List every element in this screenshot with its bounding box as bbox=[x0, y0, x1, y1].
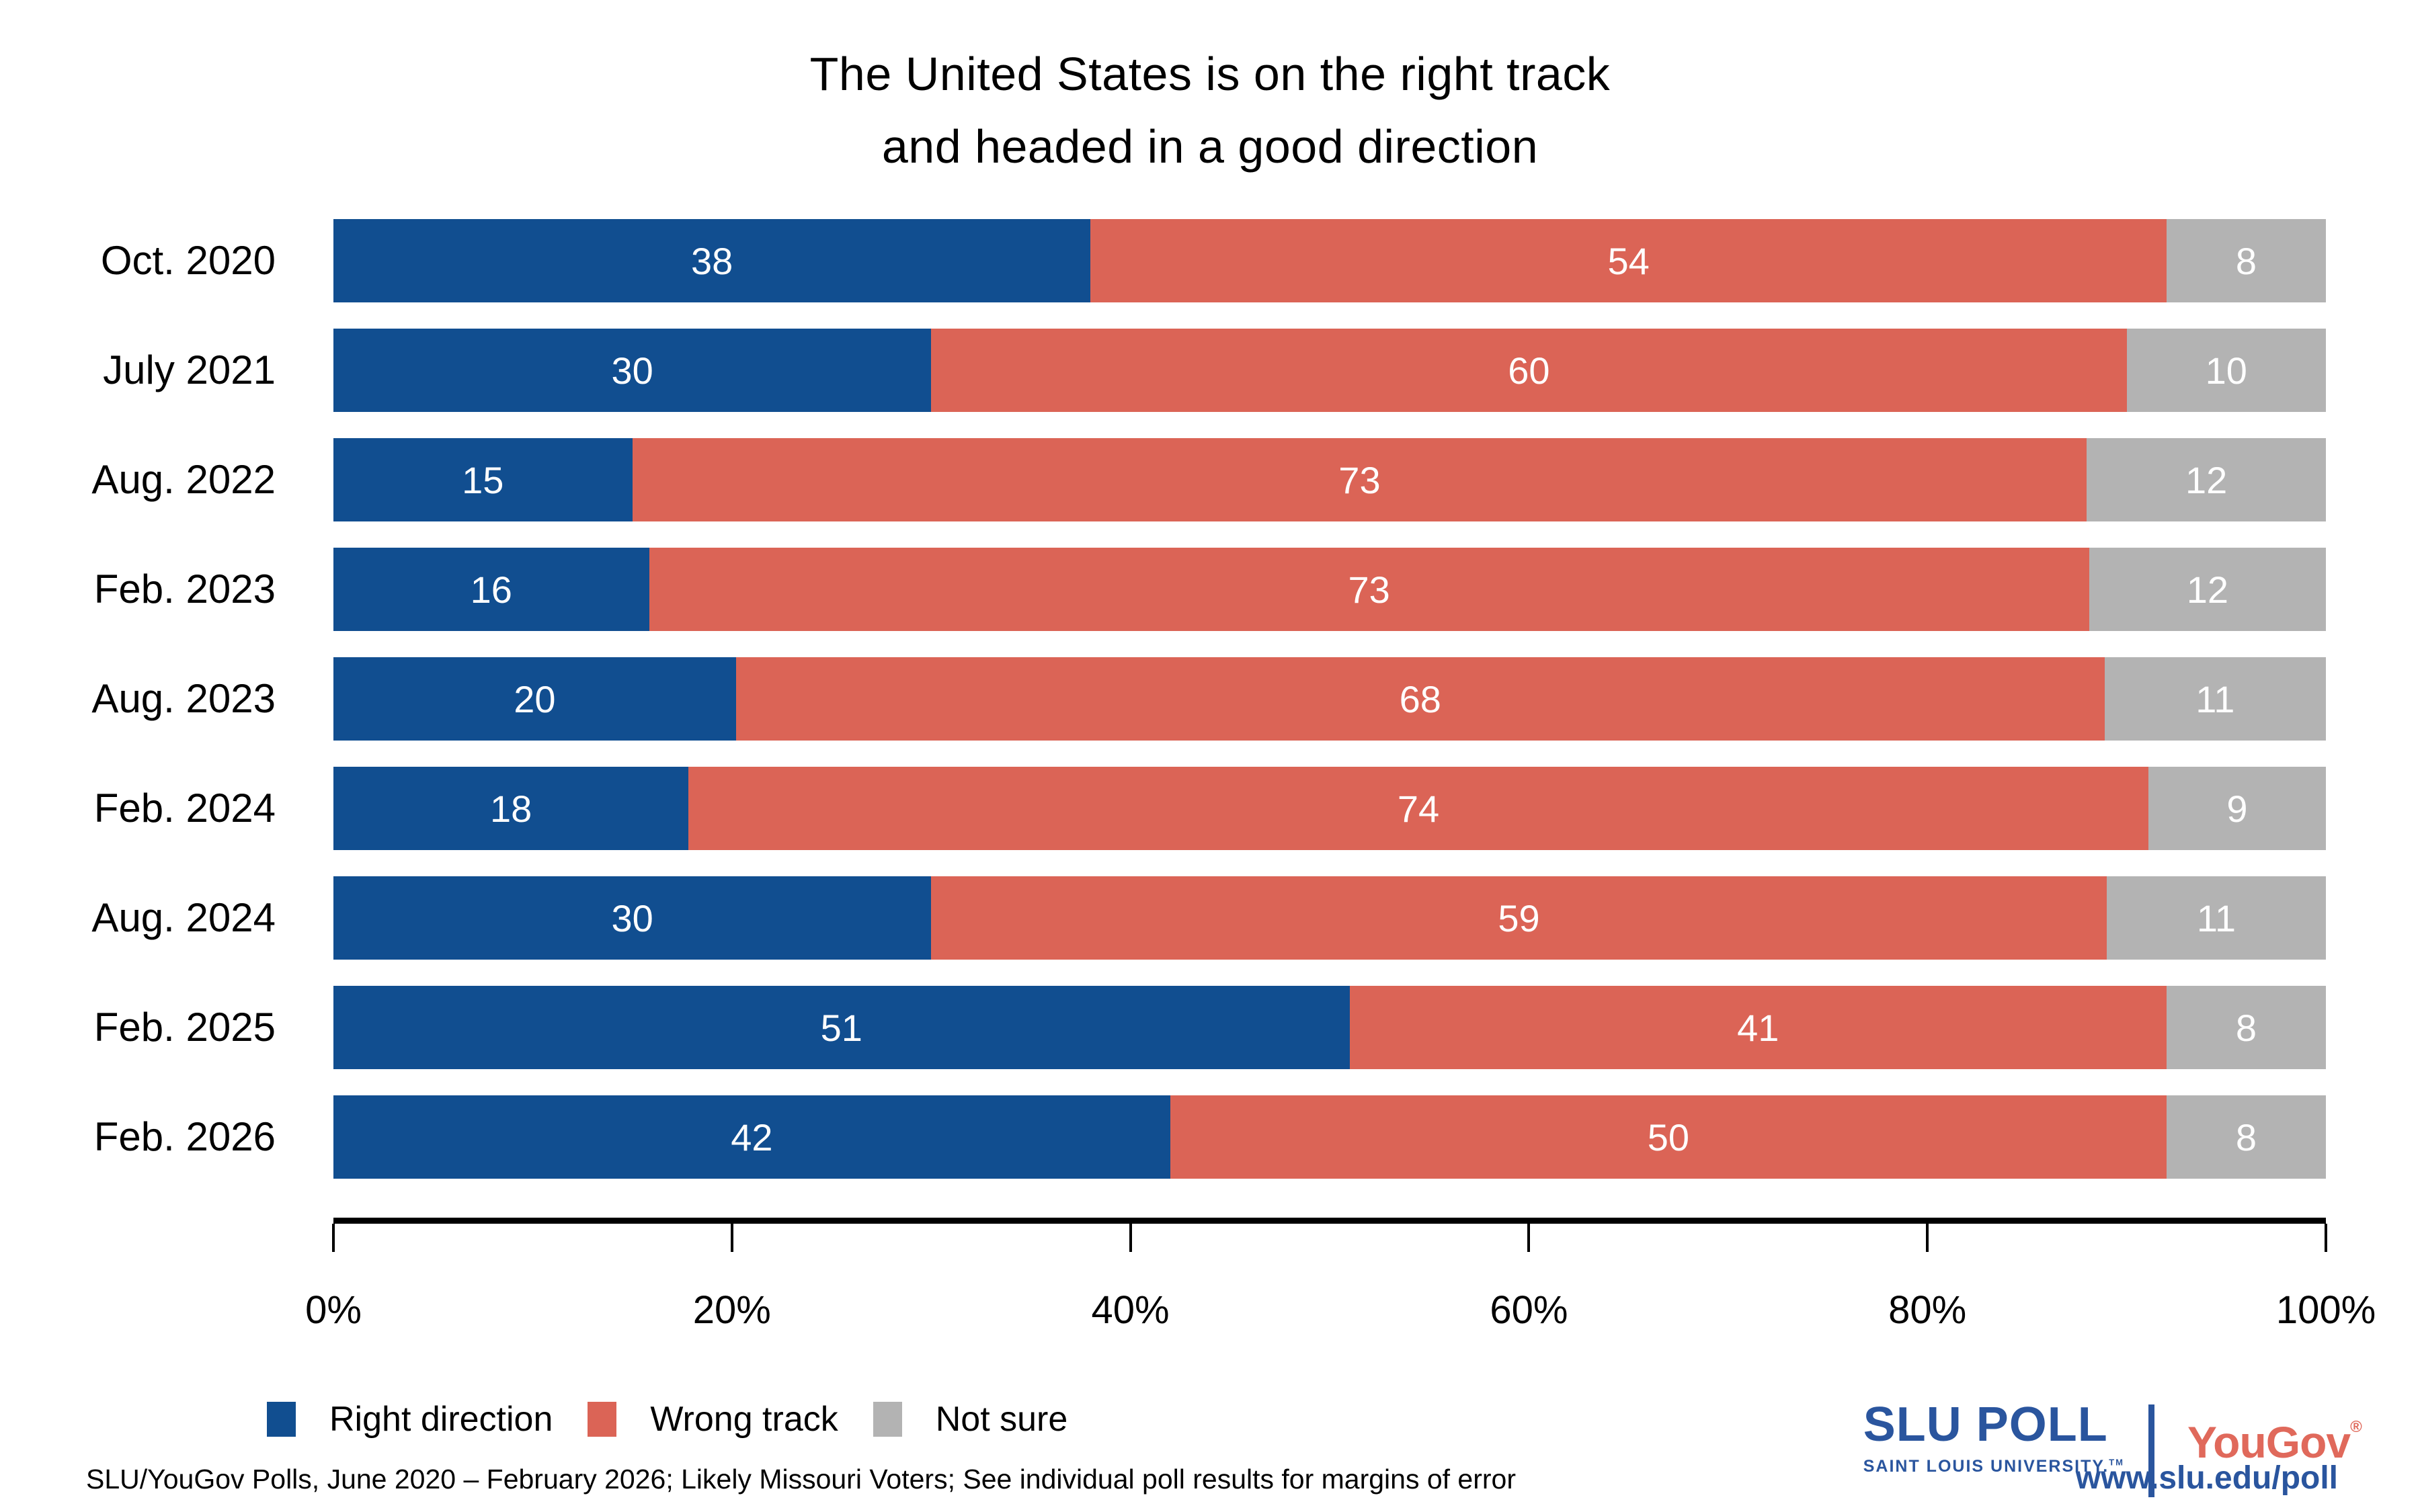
bar-segment: 8 bbox=[2166, 986, 2326, 1069]
bar-segment: 73 bbox=[632, 438, 2087, 521]
chart-title-line2: and headed in a good direction bbox=[881, 120, 1539, 173]
x-axis-tick bbox=[1527, 1224, 1531, 1252]
x-axis-tick-label: 40% bbox=[1091, 1288, 1170, 1332]
x-axis-tick bbox=[730, 1224, 733, 1252]
bar-segment: 41 bbox=[1349, 986, 2167, 1069]
bar-segment: 38 bbox=[333, 219, 1091, 302]
bar-segment: 50 bbox=[1170, 1095, 2167, 1179]
row-label: Feb. 2026 bbox=[93, 1114, 276, 1159]
stacked-bar: 38 54 8 bbox=[333, 219, 2326, 302]
bar-segment: 30 bbox=[333, 329, 932, 412]
source-note: SLU/YouGov Polls, June 2020 – February 2… bbox=[86, 1464, 1516, 1495]
stacked-bar: 30 60 10 bbox=[333, 329, 2326, 412]
slu-poll-url: www.slu.edu/poll bbox=[2075, 1460, 2338, 1496]
legend-label: Not sure bbox=[935, 1400, 1068, 1439]
legend: Right direction Wrong track Not sure bbox=[267, 1399, 1102, 1439]
legend-swatch bbox=[588, 1402, 617, 1437]
bar-segment: 8 bbox=[2166, 219, 2326, 302]
chart-title-line1: The United States is on the right track bbox=[809, 48, 1611, 100]
slu-university-text: SAINT LOUIS UNIVERSITY. bbox=[1863, 1457, 2109, 1476]
bar-segment: 9 bbox=[2148, 767, 2326, 850]
slu-poll-logo: SLU POLL SAINT LOUIS UNIVERSITY.TM bbox=[1863, 1399, 2124, 1476]
x-axis-tick bbox=[1926, 1224, 1929, 1252]
x-axis-line bbox=[333, 1218, 2326, 1224]
bar-segment: 11 bbox=[2104, 657, 2326, 741]
bar-segment: 20 bbox=[333, 657, 736, 741]
stacked-bar: 51 41 8 bbox=[333, 986, 2326, 1069]
row-label: Oct. 2020 bbox=[100, 238, 276, 283]
bar-segment: 73 bbox=[649, 548, 2089, 631]
bar-segment: 51 bbox=[333, 986, 1350, 1069]
slu-poll-wordmark: SLU POLL bbox=[1863, 1398, 2108, 1452]
bar-segment: 8 bbox=[2166, 1095, 2326, 1179]
legend-label: Wrong track bbox=[650, 1400, 838, 1439]
bar-segment: 74 bbox=[688, 767, 2148, 850]
stacked-bar: 30 59 11 bbox=[333, 876, 2326, 960]
x-axis-tick-label: 0% bbox=[305, 1288, 362, 1332]
bar-segment: 16 bbox=[333, 548, 649, 631]
bar-segment: 15 bbox=[333, 438, 633, 521]
bar-segment: 68 bbox=[735, 657, 2105, 741]
logo-divider bbox=[2148, 1404, 2154, 1497]
legend-swatch bbox=[873, 1402, 902, 1437]
registered-mark: ® bbox=[2350, 1418, 2362, 1436]
stacked-bar: 15 73 12 bbox=[333, 438, 2326, 521]
stacked-bar: 18 74 9 bbox=[333, 767, 2326, 850]
x-axis-tick bbox=[2325, 1224, 2327, 1252]
slu-university-wordmark: SAINT LOUIS UNIVERSITY.TM bbox=[1863, 1457, 2124, 1476]
stacked-bar: 16 73 12 bbox=[333, 548, 2326, 631]
x-axis-tick-label: 20% bbox=[692, 1288, 771, 1332]
bar-row: Oct. 2020 38 54 8 bbox=[0, 219, 2420, 302]
bar-row: July 2021 30 60 10 bbox=[0, 329, 2420, 412]
bar-row: Feb. 2024 18 74 9 bbox=[0, 767, 2420, 850]
x-axis-tick bbox=[332, 1224, 335, 1252]
x-axis-tick-label: 60% bbox=[1490, 1288, 1568, 1332]
bar-segment: 54 bbox=[1090, 219, 2167, 302]
row-label: Feb. 2025 bbox=[93, 1005, 276, 1050]
row-label: Feb. 2023 bbox=[93, 566, 276, 612]
stacked-bar: 20 68 11 bbox=[333, 657, 2326, 741]
bar-row: Feb. 2023 16 73 12 bbox=[0, 548, 2420, 631]
yougov-logo: YouGov® bbox=[2187, 1417, 2362, 1468]
bar-segment: 18 bbox=[333, 767, 689, 850]
bar-segment: 12 bbox=[2087, 438, 2326, 521]
x-axis-tick bbox=[1129, 1224, 1132, 1252]
legend-swatch bbox=[267, 1402, 296, 1437]
bar-row: Aug. 2024 30 59 11 bbox=[0, 876, 2420, 960]
tm-mark: TM bbox=[2109, 1457, 2124, 1468]
bar-row: Aug. 2023 20 68 11 bbox=[0, 657, 2420, 741]
row-label: Aug. 2023 bbox=[91, 676, 276, 721]
row-label: July 2021 bbox=[103, 347, 276, 392]
bar-segment: 60 bbox=[931, 329, 2127, 412]
bar-segment: 42 bbox=[333, 1095, 1170, 1179]
legend-item: Not sure bbox=[873, 1399, 1068, 1439]
row-label: Feb. 2024 bbox=[93, 786, 276, 831]
bar-row: Feb. 2026 42 50 8 bbox=[0, 1095, 2420, 1179]
x-axis-tick-label: 100% bbox=[2275, 1288, 2376, 1332]
chart-title: The United States is on the right track … bbox=[0, 38, 2420, 183]
bar-segment: 59 bbox=[931, 876, 2107, 960]
legend-label: Right direction bbox=[329, 1400, 553, 1439]
bar-row: Aug. 2022 15 73 12 bbox=[0, 438, 2420, 521]
legend-item: Right direction bbox=[267, 1399, 553, 1439]
bar-segment: 12 bbox=[2089, 548, 2326, 631]
bar-segment: 11 bbox=[2106, 876, 2326, 960]
bar-segment: 10 bbox=[2126, 329, 2326, 412]
legend-item: Wrong track bbox=[588, 1399, 838, 1439]
bar-segment: 30 bbox=[333, 876, 932, 960]
yougov-text: YouGov bbox=[2187, 1417, 2351, 1467]
row-label: Aug. 2022 bbox=[91, 457, 276, 502]
stacked-bar: 42 50 8 bbox=[333, 1095, 2326, 1179]
bar-row: Feb. 2025 51 41 8 bbox=[0, 986, 2420, 1069]
row-label: Aug. 2024 bbox=[91, 895, 276, 940]
x-axis-tick-label: 80% bbox=[1888, 1288, 1967, 1332]
